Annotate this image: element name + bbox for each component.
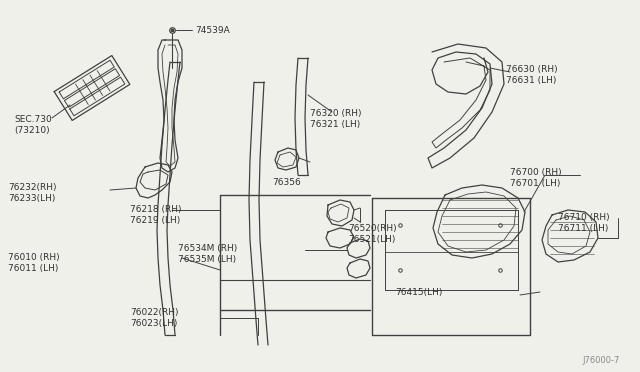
Text: 76232(RH)
76233(LH): 76232(RH) 76233(LH) (8, 183, 56, 203)
Text: 76630 (RH)
76631 (LH): 76630 (RH) 76631 (LH) (506, 65, 557, 85)
Text: 76320 (RH)
76321 (LH): 76320 (RH) 76321 (LH) (310, 109, 362, 129)
Text: 76022(RH)
76023(LH): 76022(RH) 76023(LH) (130, 308, 179, 328)
Text: 76520(RH)
76521(LH): 76520(RH) 76521(LH) (348, 224, 397, 244)
Text: J76000-7: J76000-7 (582, 356, 620, 365)
Text: 76534M (RH)
76535M (LH): 76534M (RH) 76535M (LH) (178, 244, 237, 264)
Text: 76218 (RH)
76219 (LH): 76218 (RH) 76219 (LH) (130, 205, 182, 225)
Text: 76710 (RH)
76711 (LH): 76710 (RH) 76711 (LH) (558, 213, 610, 233)
Text: 76415(LH): 76415(LH) (395, 288, 442, 297)
Text: 74539A: 74539A (195, 26, 230, 35)
Text: 76356: 76356 (272, 178, 301, 187)
Text: 76010 (RH)
76011 (LH): 76010 (RH) 76011 (LH) (8, 253, 60, 273)
Text: 76700 (RH)
76701 (LH): 76700 (RH) 76701 (LH) (510, 168, 562, 188)
Text: SEC.730
(73210): SEC.730 (73210) (14, 115, 52, 135)
